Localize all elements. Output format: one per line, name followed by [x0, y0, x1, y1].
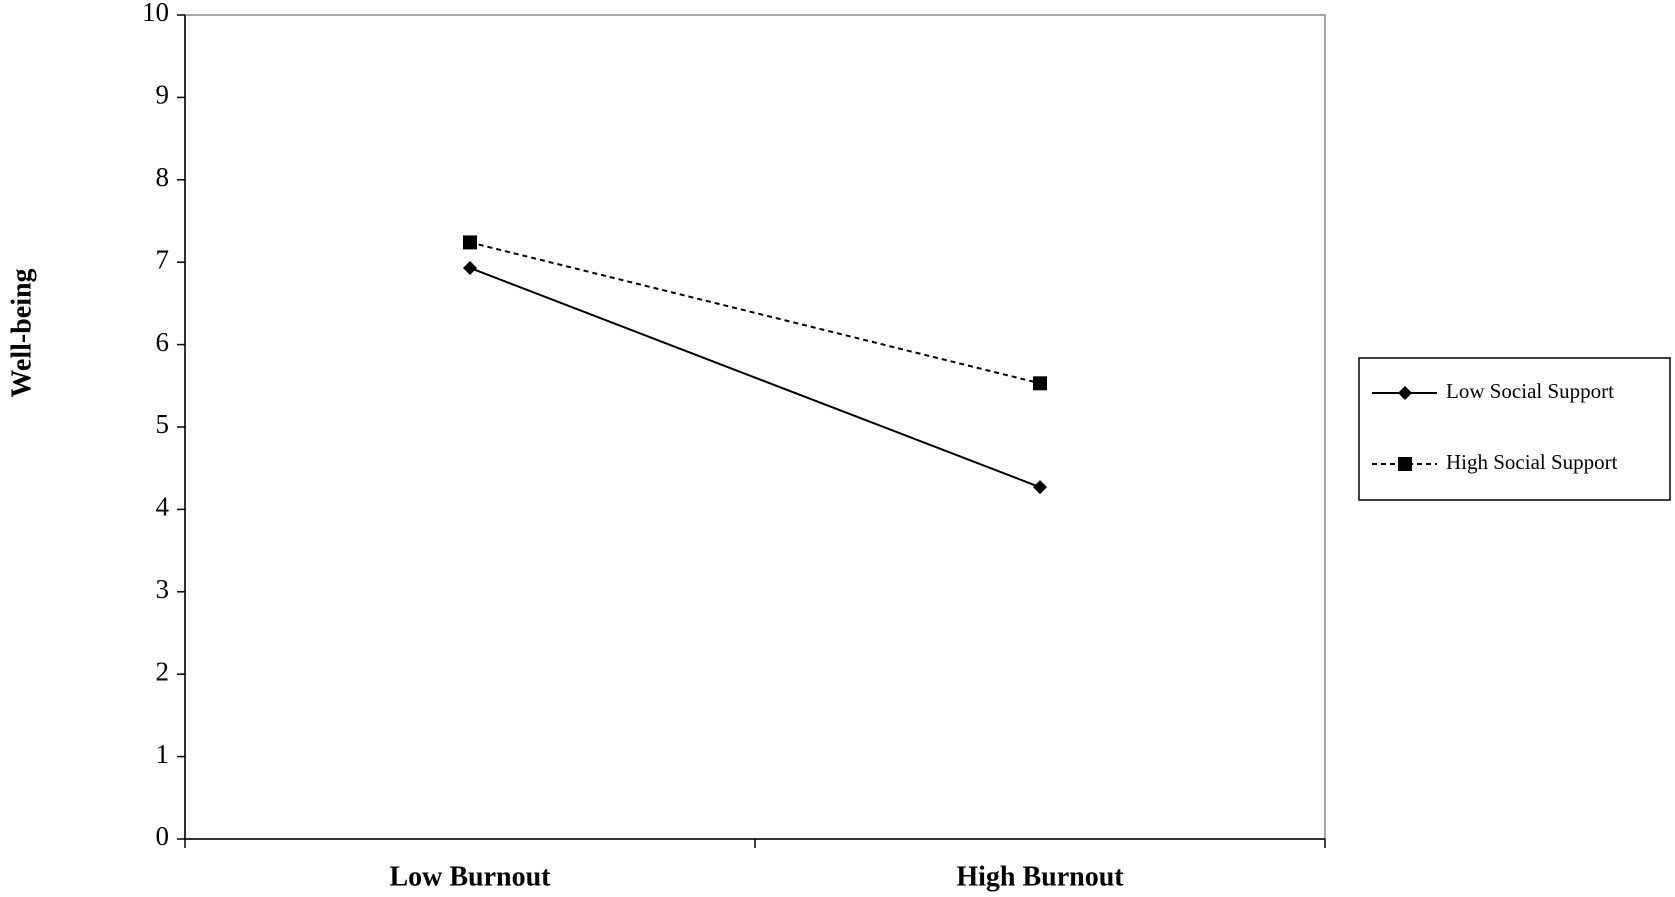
- legend-box: [1358, 357, 1671, 501]
- y-tick-label: 5: [156, 409, 170, 439]
- y-tick-label: 9: [156, 80, 170, 110]
- plot-frame: [184, 14, 1326, 840]
- marker: [463, 235, 477, 250]
- legend-label: Low Social Support: [1446, 379, 1614, 403]
- y-tick-label: 6: [156, 327, 170, 357]
- y-tick-label: 7: [156, 244, 170, 274]
- series-line: [469, 267, 1041, 489]
- y-tick-label: 2: [156, 656, 170, 686]
- x-tick-label: Low Burnout: [389, 861, 551, 892]
- marker: [463, 260, 477, 275]
- y-tick-label: 10: [142, 0, 169, 27]
- marker: [1033, 376, 1047, 391]
- y-tick-label: 0: [156, 821, 170, 851]
- marker: [1398, 386, 1412, 400]
- marker: [1398, 457, 1412, 471]
- y-tick-label: 4: [156, 492, 170, 522]
- series-line: [469, 241, 1041, 385]
- y-tick-label: 3: [156, 574, 170, 604]
- y-tick-label: 8: [156, 162, 170, 192]
- x-tick-label: High Burnout: [956, 861, 1124, 892]
- marker: [1033, 480, 1047, 495]
- y-axis-label: Well-being: [6, 268, 37, 397]
- y-tick-label: 1: [156, 739, 170, 769]
- legend-label: High Social Support: [1446, 450, 1618, 474]
